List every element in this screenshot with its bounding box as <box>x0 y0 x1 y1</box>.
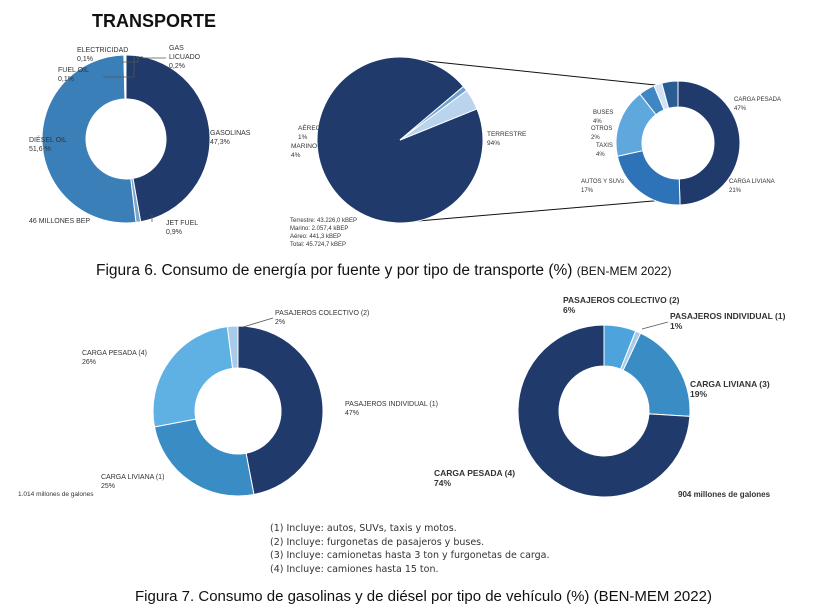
diesel-slice-3 <box>517 324 691 498</box>
label-aereo-name: AÉREO <box>298 123 321 132</box>
label-gas-pasajeros-individual-name: PASAJEROS INDIVIDUAL (1) <box>345 401 438 408</box>
leader-gas <box>141 56 166 59</box>
label-gas-pasajeros-colectivo-name: PASAJEROS COLECTIVO (2) <box>275 310 369 317</box>
transport-total-0: Terrestre: 43.226,0 kBEP <box>290 218 357 224</box>
label-gas-pasajeros-colectivo-value: 2% <box>275 319 285 326</box>
connector-line-top <box>397 57 666 87</box>
label-diesel-pasajeros-individual-name: PASAJEROS INDIVIDUAL (1) <box>670 311 786 321</box>
figure6-caption-text: Figura 6. Consumo de energía por fuente … <box>96 262 573 279</box>
label-diesel-carga-liviana-value: 19% <box>690 389 707 399</box>
leader-electricidad <box>122 56 139 63</box>
label-diesel-pasajeros-colectivo-name: PASAJEROS COLECTIVO (2) <box>563 295 680 305</box>
label-diesel-carga-liviana-name: CARGA LIVIANA (3) <box>690 379 770 389</box>
fuel-source-donut <box>41 54 211 224</box>
label-jet-fuel-name: JET FUEL <box>166 220 198 227</box>
label-diesel-carga-pesada-value: 74% <box>434 478 451 488</box>
footnote-1: (1) Incluye: autos, SUVs, taxis y motos. <box>270 523 457 534</box>
connector-line-bottom <box>405 199 666 223</box>
label-gas-carga-pesada-name: CARGA PESADA (4) <box>82 350 147 357</box>
leader-gas-colectivo <box>242 317 274 328</box>
diesel-total-label: 904 millones de galones <box>678 490 771 499</box>
label-taxis-value: 4% <box>596 152 605 158</box>
label-otros-name: OTROS <box>591 126 612 132</box>
footnote-4: (4) Incluye: camiones hasta 15 ton. <box>270 563 439 575</box>
label-diesel-name: DIÉSEL OIL <box>29 135 67 144</box>
transport-total-1: Marino: 2.057,4 kBEP <box>290 226 348 232</box>
label-terrestre-value: 94% <box>487 140 500 147</box>
footnotes: (1) Incluye: autos, SUVs, taxis y motos.… <box>270 522 550 576</box>
gasoline-slice-3 <box>226 325 239 369</box>
gasoline-vehicle-donut <box>152 325 324 497</box>
figure6-caption: Figura 6. Consumo de energía por fuente … <box>96 262 671 280</box>
label-gas-line2: LICUADO <box>169 54 201 61</box>
label-aereo-value: 1% <box>298 134 308 141</box>
label-gas-line1: GAS <box>169 45 184 52</box>
label-gas-value: 0,2% <box>169 63 185 70</box>
label-carga-pesada-value: 47% <box>734 106 747 112</box>
transport-slice-2 <box>399 89 478 141</box>
fuel-total-label: 46 MILLONES BEP <box>29 218 90 225</box>
label-buses-name: BUSES <box>593 110 613 116</box>
figure7-caption: Figura 7. Consumo de gasolinas y de diés… <box>135 588 712 605</box>
leader-fuel-oil <box>103 56 135 78</box>
leader-diesel-individual <box>641 321 669 330</box>
fuel-slice-2 <box>41 54 137 224</box>
label-diesel-pasajeros-individual-value: 1% <box>670 321 683 331</box>
label-otros-value: 2% <box>591 135 600 141</box>
figure6-source: (BEN-MEM 2022) <box>576 264 672 278</box>
label-gasolinas-name: GASOLINAS <box>210 130 251 137</box>
gasoline-slice-2 <box>152 326 234 428</box>
label-gas-carga-pesada-value: 26% <box>82 359 96 366</box>
label-gasolinas-value: 47,3% <box>210 139 230 146</box>
chart-labels: GASOLINAS 47,3% JET FUEL 0,9% DIÉSEL OIL 51,6… <box>18 45 786 499</box>
label-carga-pesada-name: CARGA PESADA <box>734 97 781 103</box>
label-electricidad-value: 0,1% <box>77 56 93 63</box>
footnote-2: (2) Incluye: furgonetas de pasajeros y b… <box>270 536 485 548</box>
label-terrestre-name: TERRESTRE <box>487 131 527 138</box>
label-autos-name: AUTOS Y SUVs <box>581 179 624 185</box>
transport-total-2: Aéreo: 441,3 kBEP <box>290 234 341 240</box>
label-gas-pasajeros-individual-value: 47% <box>345 410 359 417</box>
transport-total-3: Total: 45.724,7 kBEP <box>290 242 346 248</box>
page-title: TRANSPORTE <box>92 11 216 31</box>
label-carga-liviana-value: 21% <box>729 188 742 194</box>
label-fuel-oil-name: FUEL OIL <box>58 67 89 74</box>
label-diesel-value: 51,6 % <box>29 146 51 153</box>
label-autos-value: 17% <box>581 188 594 194</box>
gasoline-slice-1 <box>153 418 255 497</box>
diesel-vehicle-donut <box>517 324 691 498</box>
label-marino-value: 4% <box>291 152 301 159</box>
road-slice-5 <box>661 80 679 109</box>
gasoline-total-label: 1.014 millones de galones <box>18 491 94 498</box>
transport-type-pie <box>316 56 484 224</box>
label-gas-carga-liviana-name: CARGA LIVIANA (1) <box>101 474 164 481</box>
label-diesel-pasajeros-colectivo-value: 6% <box>563 305 576 315</box>
label-carga-liviana-name: CARGA LIVIANA <box>729 179 775 185</box>
road-slice-0 <box>677 80 741 206</box>
road-slice-1 <box>616 150 681 206</box>
footnote-3: (3) Incluye: camionetas hasta 3 ton y fu… <box>270 550 550 561</box>
fuel-slice-0 <box>125 54 211 223</box>
label-jet-fuel-value: 0,9% <box>166 229 182 236</box>
label-electricidad-name: ELECTRICIDAD <box>77 47 128 54</box>
gasoline-slice-0 <box>237 325 324 496</box>
label-diesel-carga-pesada-name: CARGA PESADA (4) <box>434 468 515 478</box>
label-marino-name: MARINO <box>291 143 317 150</box>
label-fuel-oil-value: 0,1% <box>58 76 74 83</box>
label-taxis-name: TAXIS <box>596 143 613 149</box>
label-gas-carga-liviana-value: 25% <box>101 483 115 490</box>
label-buses-value: 4% <box>593 119 602 125</box>
road-transport-donut <box>615 80 741 206</box>
